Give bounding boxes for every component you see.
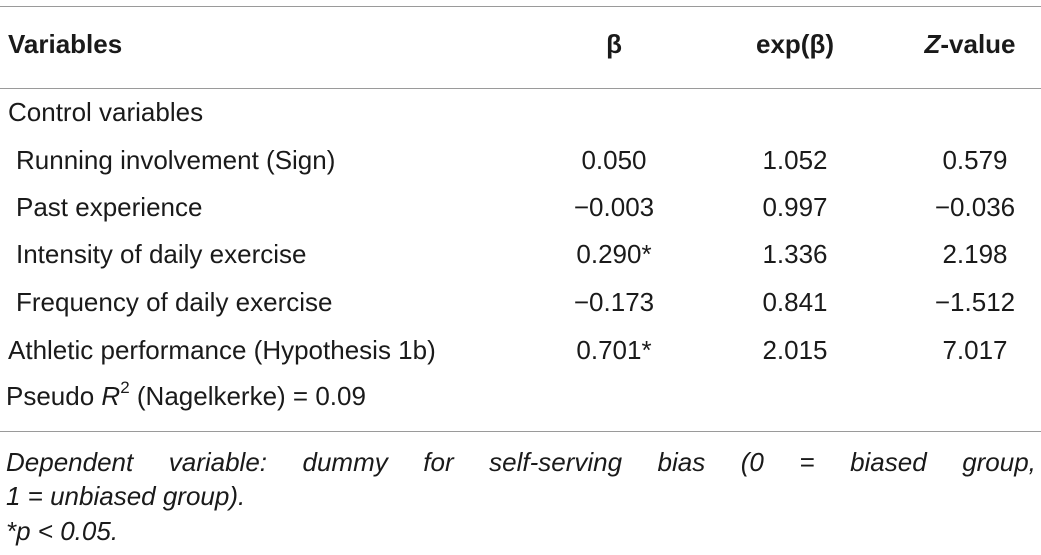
footnote-word: (0: [740, 447, 764, 477]
footnote-dependent-variable-cont: 1 = unbiased group).: [6, 481, 246, 511]
row-exp-athletic-performance: 2.015: [762, 335, 828, 365]
header-rule: [0, 88, 1041, 89]
footnote-word: self-serving: [489, 447, 623, 477]
header-z-value: Z-value: [880, 29, 1041, 59]
footnote-word: biased: [850, 447, 927, 477]
row-beta-athletic-performance: 0.701*: [576, 335, 652, 365]
pseudo-r2-symbol: R: [101, 381, 121, 411]
header-beta: β: [606, 29, 622, 59]
row-z-intensity: 2.198: [942, 239, 1008, 269]
row-beta-intensity: 0.290*: [576, 239, 652, 269]
row-label-athletic-performance: Athletic performance (Hypothesis 1b): [8, 335, 436, 365]
header-exp-beta: exp(β): [756, 29, 834, 59]
row-z-past-experience: −0.036: [934, 192, 1016, 222]
table-bottom-rule: [0, 431, 1041, 432]
row-exp-running-involvement: 1.052: [762, 145, 828, 175]
section-control-variables: Control variables: [8, 97, 204, 127]
row-z-athletic-performance: 7.017: [942, 335, 1008, 365]
footnote-significance: *p < 0.05.: [6, 516, 119, 546]
row-beta-running-involvement: 0.050: [581, 145, 647, 175]
pseudo-r2-suffix: (Nagelkerke) = 0.09: [129, 381, 366, 411]
footnote-word: variable:: [168, 447, 268, 477]
header-z-suffix: -value: [940, 29, 1016, 59]
pseudo-r2: Pseudo R2 (Nagelkerke) = 0.09: [6, 378, 366, 411]
row-z-frequency: −1.512: [934, 287, 1016, 317]
header-z-letter: Z: [924, 29, 941, 59]
footnote-word: =: [799, 447, 815, 477]
row-exp-past-experience: 0.997: [762, 192, 828, 222]
footnote-word: group,: [962, 447, 1036, 477]
footnote-word: for: [423, 447, 454, 477]
footnote-word: bias: [657, 447, 706, 477]
footnote-word: Dependent: [6, 447, 134, 477]
row-label-intensity: Intensity of daily exercise: [16, 239, 307, 269]
table-top-rule: [0, 6, 1041, 7]
row-exp-intensity: 1.336: [762, 239, 828, 269]
row-label-frequency: Frequency of daily exercise: [16, 287, 333, 317]
header-variables: Variables: [8, 29, 123, 59]
row-label-past-experience: Past experience: [16, 192, 203, 222]
row-label-running-involvement: Running involvement (Sign): [16, 145, 336, 175]
row-exp-frequency: 0.841: [762, 287, 828, 317]
footnote-dependent-variable: Dependent variable: dummy for self-servi…: [6, 445, 1036, 479]
row-beta-past-experience: −0.003: [573, 192, 655, 222]
pseudo-r2-prefix: Pseudo: [6, 381, 102, 411]
pseudo-r2-superscript: 2: [120, 378, 130, 398]
row-z-running-involvement: 0.579: [942, 145, 1008, 175]
row-beta-frequency: −0.173: [573, 287, 655, 317]
footnote-word: dummy: [302, 447, 388, 477]
